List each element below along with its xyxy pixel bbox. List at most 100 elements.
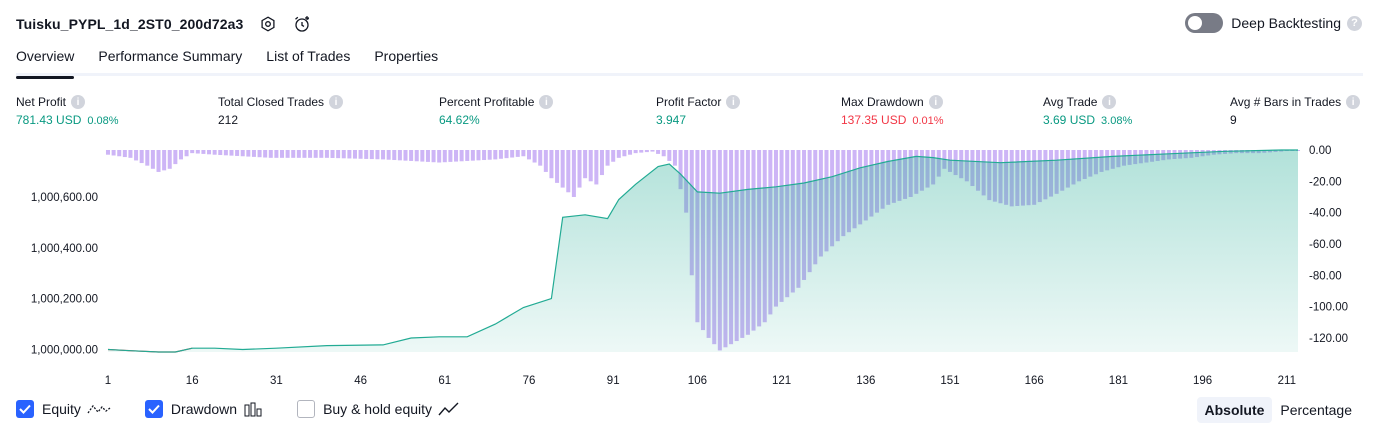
report-tabs: Overview Performance Summary List of Tra…: [16, 48, 1363, 79]
right-axis-tick-label: -80.00: [1309, 270, 1342, 282]
drawdown-bar: [465, 150, 470, 161]
drawdown-bars-icon: [243, 401, 263, 417]
drawdown-bar: [296, 150, 301, 158]
x-axis-tick-label: 196: [1193, 375, 1212, 387]
legend-buy-hold-label: Buy & hold equity: [323, 401, 433, 417]
strategy-title: Tuisku_PYPL_1d_2ST0_200d72a3: [16, 16, 244, 32]
add-alert-icon[interactable]: [293, 15, 311, 33]
drawdown-bar: [538, 150, 543, 166]
drawdown-bar: [229, 150, 234, 156]
drawdown-bar: [555, 150, 560, 183]
x-axis-tick-label: 16: [186, 375, 199, 387]
drawdown-bar: [207, 150, 212, 155]
legend-drawdown-label: Drawdown: [170, 401, 238, 417]
drawdown-bar: [521, 150, 526, 157]
help-icon[interactable]: ?: [1347, 15, 1362, 31]
metric-net-profit: Net Profit i 781.43 USD 0.08%: [16, 94, 119, 129]
deep-backtesting: Deep Backtesting ?: [1185, 13, 1362, 33]
legend-equity[interactable]: Equity: [16, 400, 111, 418]
metric-percent-profitable: Percent Profitable i 64.62%: [439, 94, 554, 129]
metric-label: Total Closed Trades: [218, 95, 325, 109]
drawdown-bar: [633, 150, 638, 154]
info-icon[interactable]: i: [1102, 95, 1117, 109]
drawdown-bar: [218, 150, 223, 156]
drawdown-bar: [167, 150, 172, 169]
drawdown-bar: [476, 150, 481, 161]
drawdown-bar: [583, 150, 588, 179]
tab-overview[interactable]: Overview: [16, 48, 75, 79]
left-axis: 1,000,600.00 1,000,400.00 1,000,200.00 1,00…: [31, 192, 98, 357]
legend-buy-hold[interactable]: Buy & hold equity: [297, 400, 460, 418]
drawdown-bar: [616, 150, 621, 158]
drawdown-bar: [162, 150, 167, 171]
metric-value: 3.947: [656, 113, 687, 127]
x-axis-tick-label: 31: [270, 375, 283, 387]
info-icon[interactable]: i: [726, 95, 741, 109]
drawdown-bar: [672, 150, 677, 166]
right-axis-tick-label: -20.00: [1309, 176, 1342, 188]
tab-properties[interactable]: Properties: [374, 48, 439, 64]
info-icon[interactable]: i: [539, 95, 554, 109]
metric-value: 64.62%: [439, 113, 480, 127]
drawdown-bar: [178, 150, 183, 160]
drawdown-bar: [532, 150, 537, 163]
drawdown-bar: [656, 150, 661, 154]
drawdown-checkbox[interactable]: [144, 400, 163, 418]
info-icon[interactable]: i: [928, 95, 943, 109]
drawdown-bar: [358, 150, 363, 159]
equity-checkbox[interactable]: [16, 400, 34, 418]
drawdown-bar: [431, 150, 436, 163]
drawdown-bar: [336, 150, 341, 159]
info-icon[interactable]: i: [71, 95, 86, 109]
equity-drawdown-chart[interactable]: 1,000,600.00 1,000,400.00 1,000,200.00 1,00…: [0, 140, 1379, 390]
drawdown-bar: [515, 150, 520, 157]
drawdown-bar: [504, 150, 509, 159]
drawdown-bar: [571, 150, 576, 197]
tab-performance-summary[interactable]: Performance Summary: [98, 48, 243, 64]
mode-percentage-button[interactable]: Percentage: [1280, 402, 1352, 418]
drawdown-bar: [588, 150, 593, 182]
drawdown-bar: [268, 150, 273, 158]
mode-absolute-button[interactable]: Absolute: [1196, 397, 1273, 423]
equity-line: [107, 149, 1298, 353]
drawdown-bar: [195, 150, 200, 154]
drawdown-bar: [566, 150, 571, 193]
left-axis-tick-label: 1,000,400.00: [31, 243, 98, 255]
metric-value: 3.69 USD: [1043, 113, 1096, 127]
drawdown-bar: [145, 150, 150, 166]
buy-hold-checkbox[interactable]: [297, 400, 316, 418]
drawdown-bar: [285, 150, 290, 158]
drawdown-bar: [190, 150, 195, 154]
drawdown-bar: [448, 150, 453, 162]
x-axis-tick-label: 91: [607, 375, 620, 387]
info-icon[interactable]: i: [1346, 95, 1361, 109]
drawdown-bar: [599, 150, 604, 176]
drawdown-bar: [212, 150, 217, 155]
drawdown-bar: [352, 150, 357, 159]
drawdown-bar: [251, 150, 256, 157]
drawdown-bar: [291, 150, 296, 158]
metric-label: Percent Profitable: [439, 95, 535, 109]
drawdown-bar: [605, 150, 610, 166]
legend-drawdown[interactable]: Drawdown: [144, 400, 263, 418]
drawdown-bar: [639, 150, 644, 153]
metric-value: 137.35 USD: [841, 113, 907, 127]
metric-label: Net Profit: [16, 95, 67, 109]
deep-backtesting-toggle[interactable]: [1185, 13, 1224, 33]
drawdown-bar: [628, 150, 633, 155]
metric-label: Avg # Bars in Trades: [1230, 95, 1342, 109]
settings-icon[interactable]: [259, 15, 277, 33]
drawdown-bar: [223, 150, 228, 156]
deep-backtesting-label: Deep Backtesting: [1231, 15, 1341, 31]
drawdown-bar: [493, 150, 498, 160]
drawdown-bar: [549, 150, 554, 179]
right-axis: 0.00 -20.00 -40.00 -60.00 -80.00 -100.00 -120.…: [1309, 145, 1348, 345]
drawdown-bar: [487, 150, 492, 160]
drawdown-bar: [650, 150, 655, 152]
tab-list-of-trades[interactable]: List of Trades: [266, 48, 351, 64]
drawdown-bar: [302, 150, 307, 158]
metric-percent: 3.08%: [1101, 115, 1133, 127]
drawdown-bar: [246, 150, 251, 157]
info-icon[interactable]: i: [329, 95, 344, 109]
drawdown-bar: [454, 150, 459, 162]
